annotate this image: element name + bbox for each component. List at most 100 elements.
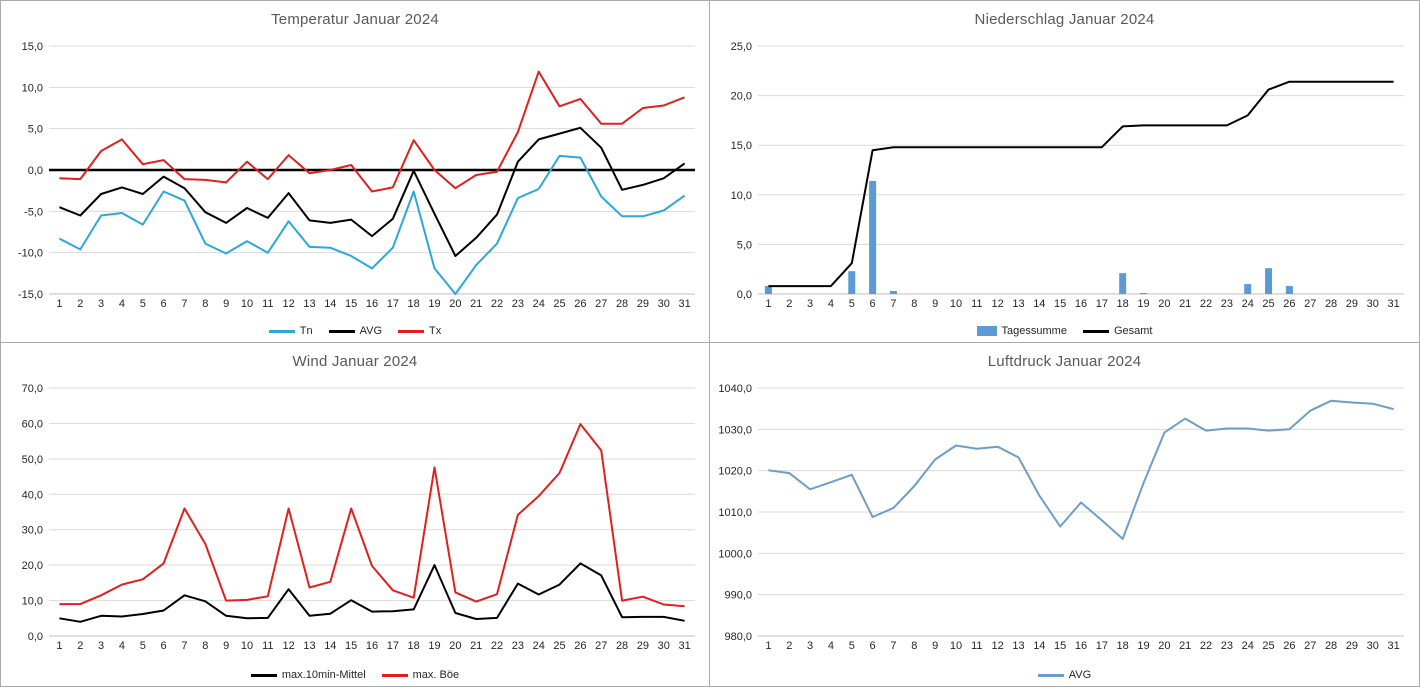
legend-label: AVG (359, 325, 383, 337)
x-tick-label: 26 (1283, 640, 1295, 652)
chart-panel-luftdruck: Luftdruck Januar 2024 980,0 990,0 1000,0 10… (710, 343, 1419, 686)
x-tick-label: 25 (1262, 298, 1274, 310)
legend-label: max.10min-Mittel (281, 669, 366, 681)
chart-title-niederschlag: Niederschlag Januar 2024 (974, 11, 1155, 28)
bar-tagessumme-day-24 (1244, 284, 1252, 294)
chart-panel-temperatur: Temperatur Januar 2024 -15,0 -10,0 -5,0 0,0… (1, 1, 710, 343)
x-tick-label: 8 (202, 640, 208, 652)
x-tick-label: 13 (1012, 298, 1024, 310)
x-tick-label: 25 (553, 298, 565, 310)
x-tick-label: 11 (262, 298, 273, 310)
x-tick-label: 4 (119, 298, 125, 310)
x-tick-label: 4 (828, 640, 834, 652)
x-tick-label: 6 (870, 298, 876, 310)
x-tick-label: 27 (1304, 640, 1316, 652)
temperatur-legend: Tn AVG Tx (1, 325, 709, 337)
x-tick-label: 23 (512, 640, 524, 652)
y-tick-label: -10,0 (18, 248, 43, 260)
x-tick-label: 22 (491, 640, 503, 652)
x-tick-label: 19 (1137, 298, 1149, 310)
x-tick-label: 2 (77, 640, 83, 652)
legend-item: Tx (398, 325, 441, 337)
x-tick-label: 11 (971, 640, 982, 652)
bar-tagessumme-day-1 (764, 286, 772, 294)
y-tick-label: 10,0 (731, 190, 752, 202)
x-tick-label: 1 (56, 640, 62, 652)
x-tick-label: 4 (828, 298, 834, 310)
x-tick-label: 15 (1054, 640, 1066, 652)
x-tick-label: 5 (849, 298, 855, 310)
x-tick-label: 13 (1012, 640, 1024, 652)
legend-item: Tagessumme (976, 325, 1067, 337)
legend-line-swatch (1082, 329, 1109, 333)
y-tick-label: 10,0 (22, 596, 43, 608)
chart-title-wind: Wind Januar 2024 (292, 353, 418, 370)
x-tick-label: 20 (449, 298, 461, 310)
x-tick-label: 16 (366, 640, 378, 652)
x-tick-label: 16 (1075, 640, 1087, 652)
x-tick-label: 31 (678, 640, 690, 652)
x-tick-label: 3 (807, 640, 813, 652)
series-line-tx (59, 70, 685, 193)
x-tick-label: 27 (595, 298, 607, 310)
x-tick-label: 25 (553, 640, 565, 652)
x-tick-label: 16 (1075, 298, 1087, 310)
x-tick-label: 16 (366, 298, 378, 310)
legend-line-swatch (1037, 673, 1064, 677)
y-tick-label: 0,0 (28, 631, 43, 643)
y-tick-label: 40,0 (22, 489, 43, 501)
x-tick-label: 24 (533, 298, 545, 310)
x-tick-label: 3 (807, 298, 813, 310)
legend-line-swatch (398, 329, 425, 333)
legend-item: AVG (1037, 669, 1091, 681)
x-tick-label: 12 (283, 298, 295, 310)
x-tick-label: 15 (345, 298, 357, 310)
legend-label: max. Böe (412, 669, 460, 681)
series-line-max-b-e (59, 423, 685, 608)
legend-item: Gesamt (1082, 325, 1152, 337)
x-tick-label: 24 (533, 640, 545, 652)
x-tick-label: 20 (1158, 640, 1170, 652)
x-tick-label: 23 (1221, 298, 1233, 310)
x-tick-label: 18 (408, 298, 420, 310)
x-tick-label: 22 (1200, 298, 1212, 310)
x-tick-label: 13 (303, 640, 315, 652)
x-tick-label: 8 (911, 298, 917, 310)
x-tick-label: 30 (1367, 640, 1379, 652)
y-tick-label: 15,0 (731, 140, 752, 152)
x-tick-label: 1 (56, 298, 62, 310)
x-tick-label: 15 (345, 640, 357, 652)
y-tick-label: 0,0 (28, 165, 43, 177)
x-tick-label: 28 (616, 640, 628, 652)
x-tick-label: 14 (1033, 298, 1045, 310)
x-tick-label: 31 (1387, 298, 1399, 310)
x-tick-label: 8 (202, 298, 208, 310)
x-tick-label: 11 (262, 640, 273, 652)
x-tick-label: 18 (1117, 298, 1129, 310)
x-tick-label: 22 (491, 298, 503, 310)
x-tick-label: 20 (1158, 298, 1170, 310)
x-tick-label: 29 (637, 640, 649, 652)
x-tick-label: 14 (1033, 640, 1045, 652)
x-tick-label: 3 (98, 640, 104, 652)
x-tick-label: 21 (470, 640, 482, 652)
legend-line-swatch (381, 673, 408, 677)
x-tick-label: 26 (1283, 298, 1295, 310)
legend-item: max. Böe (381, 669, 460, 681)
x-tick-label: 30 (1367, 298, 1379, 310)
x-tick-label: 14 (324, 298, 336, 310)
wind-chart-plot: 0,010,020,030,040,050,060,070,01 2 3 4 5 6 7 8 9… (22, 383, 695, 652)
x-tick-label: 9 (932, 640, 938, 652)
x-tick-label: 29 (1346, 298, 1358, 310)
series-line-avg (59, 126, 686, 257)
legend-item: Tn (268, 325, 313, 337)
y-tick-label: 20,0 (731, 91, 752, 103)
legend-item: max.10min-Mittel (250, 669, 366, 681)
x-tick-label: 5 (140, 298, 146, 310)
x-tick-label: 13 (303, 298, 315, 310)
x-tick-label: 29 (637, 298, 649, 310)
x-tick-label: 7 (890, 640, 896, 652)
x-tick-label: 9 (223, 298, 229, 310)
x-tick-label: 24 (1242, 298, 1254, 310)
